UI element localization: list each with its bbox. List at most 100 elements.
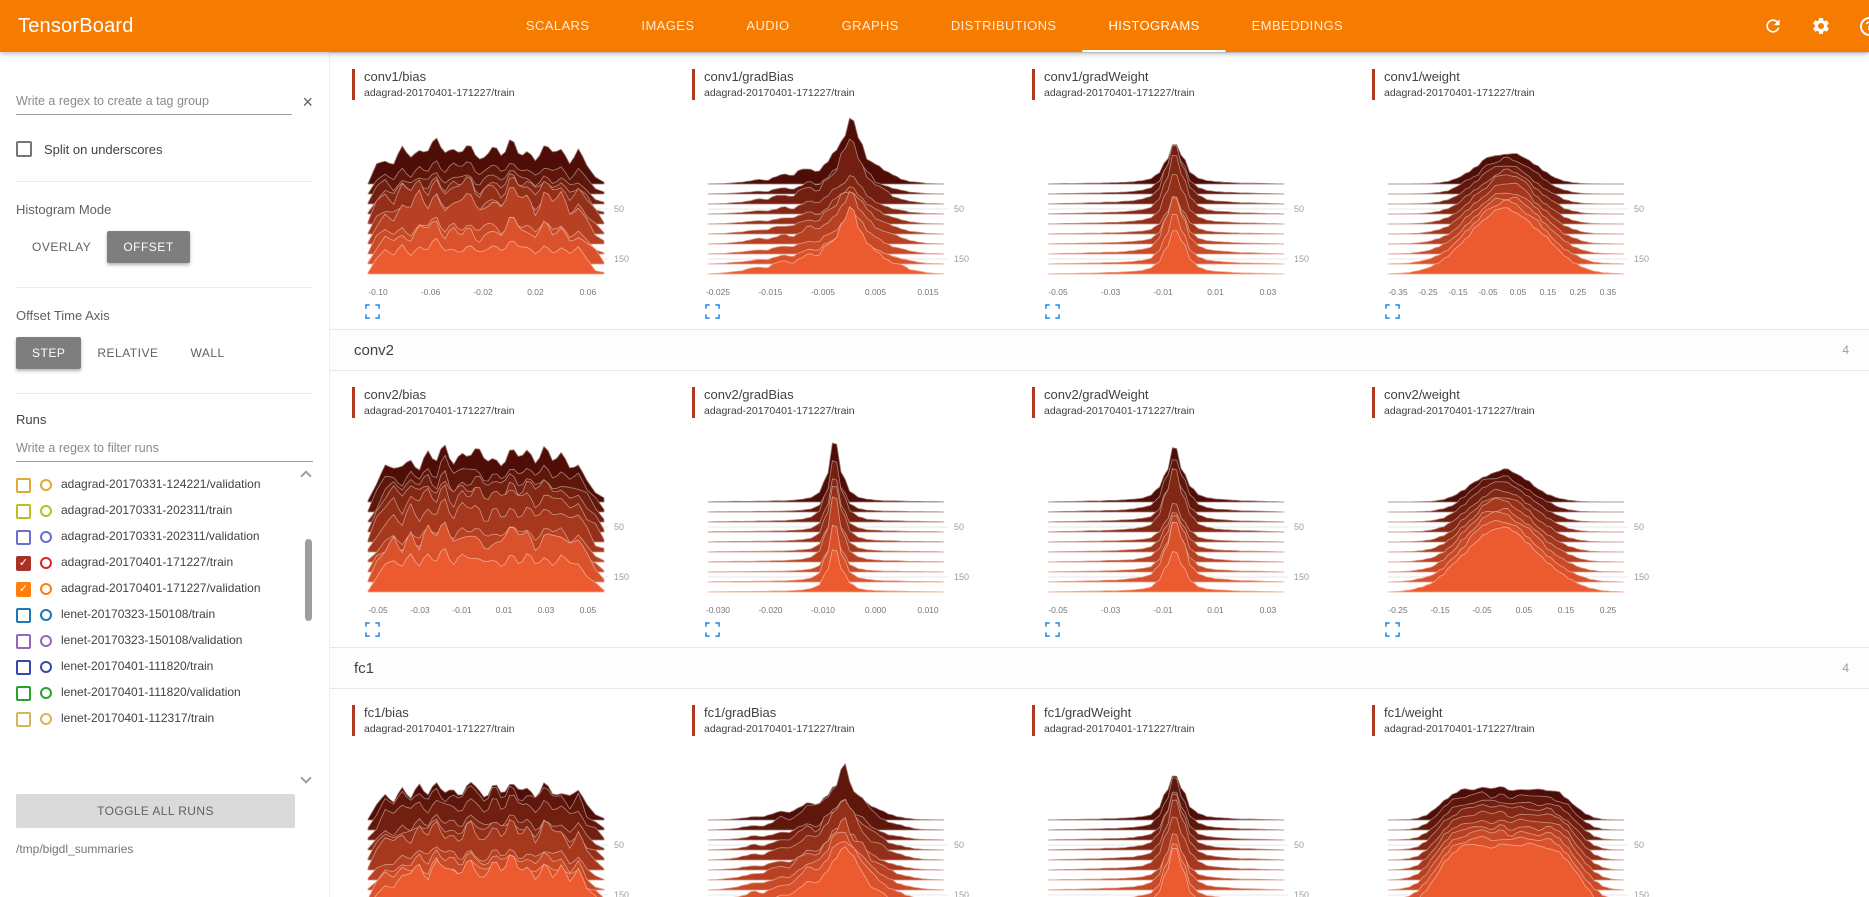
offset-axis-relative[interactable]: RELATIVE [81,337,174,369]
expand-icon[interactable] [365,304,380,319]
svg-text:-0.01: -0.01 [1153,287,1173,297]
section-header-conv2[interactable]: conv2 4 [330,329,1869,371]
tab-audio[interactable]: AUDIO [746,17,790,33]
svg-text:-0.25: -0.25 [1418,287,1438,297]
run-checkbox[interactable]: ✓ [16,582,31,597]
split-underscores-checkbox[interactable]: Split on underscores [16,141,313,182]
chart-title: fc1/weight [1384,705,1443,720]
cards-row-conv2: conv2/bias adagrad-20170401-171227/train 5… [330,371,1869,647]
expand-icon[interactable] [1045,304,1060,319]
expand-icon[interactable] [1385,304,1400,319]
tab-distributions[interactable]: DISTRIBUTIONS [950,17,1057,33]
run-radio-icon[interactable] [40,609,52,621]
tab-graphs[interactable]: GRAPHS [841,17,899,33]
run-radio-icon[interactable] [40,531,52,543]
svg-text:-0.03: -0.03 [410,605,430,615]
scroll-down-icon[interactable] [300,772,312,784]
settings-icon[interactable] [1810,15,1832,37]
run-radio-icon[interactable] [40,713,52,725]
tab-histograms[interactable]: HISTOGRAMS [1082,0,1226,52]
refresh-icon[interactable] [1762,15,1784,37]
run-checkbox[interactable] [16,504,31,519]
run-checkbox[interactable] [16,608,31,623]
checkbox-box-icon[interactable] [16,141,32,157]
tag-regex-input[interactable] [16,90,293,115]
runs-filter-input[interactable] [16,437,313,462]
offset-time-axis-section: Offset Time Axis STEP RELATIVE WALL [16,288,313,394]
histogram-mode-label: Histogram Mode [16,202,112,217]
run-name: lenet-20170323-150108/train [61,607,216,621]
run-checkbox[interactable] [16,478,31,493]
svg-text:0.03: 0.03 [1260,287,1277,297]
expand-icon[interactable] [705,622,720,637]
run-radio-icon[interactable] [40,583,52,595]
scrollbar-thumb[interactable] [305,539,312,621]
run-item[interactable]: adagrad-20170331-202311/validation [16,524,313,550]
run-name: adagrad-20170401-171227/train [61,555,234,569]
histogram-mode-offset[interactable]: OFFSET [107,231,190,263]
run-item[interactable]: lenet-20170323-150108/train [16,602,313,628]
help-icon[interactable]: ? [1858,15,1869,37]
expand-icon[interactable] [1045,622,1060,637]
svg-text:50: 50 [1294,522,1304,532]
runs-scrollbar[interactable] [299,470,313,784]
expand-icon[interactable] [365,622,380,637]
run-item[interactable]: lenet-20170401-111820/validation [16,680,313,706]
expand-icon[interactable] [705,304,720,319]
tab-embeddings[interactable]: EMBEDDINGS [1251,17,1344,33]
run-radio-icon[interactable] [40,479,52,491]
section-count: 4 [1842,661,1849,675]
svg-text:150: 150 [954,572,969,582]
run-checkbox[interactable] [16,530,31,545]
scroll-up-icon[interactable] [300,470,312,482]
svg-text:50: 50 [1294,204,1304,214]
run-radio-icon[interactable] [40,635,52,647]
offset-axis-wall[interactable]: WALL [174,337,240,369]
run-radio-icon[interactable] [40,687,52,699]
expand-icon[interactable] [1385,622,1400,637]
chart-title: conv1/gradWeight [1044,69,1149,84]
run-item[interactable]: adagrad-20170331-124221/validation [16,472,313,498]
svg-text:-0.05: -0.05 [368,605,388,615]
histogram-chart: 50 150 -0.35 -0.25 -0.15 -0.05 0.05 0.15 0.25 0.3… [1387,153,1649,297]
run-name: lenet-20170401-111820/train [61,659,214,673]
tab-scalars[interactable]: SCALARS [525,17,590,33]
svg-text:0.02: 0.02 [527,287,544,297]
chart-header: conv1/gradBias adagrad-20170401-171227/tr… [692,69,1022,100]
run-item[interactable]: lenet-20170323-150108/validation [16,628,313,654]
run-item[interactable]: ✓ adagrad-20170401-171227/train [16,550,313,576]
run-item[interactable]: ✓ adagrad-20170401-171227/validation [16,576,313,602]
run-radio-icon[interactable] [40,661,52,673]
svg-text:150: 150 [1634,254,1649,264]
run-checkbox[interactable] [16,686,31,701]
run-checkbox[interactable] [16,634,31,649]
chart-header: conv2/bias adagrad-20170401-171227/train [352,387,682,418]
svg-text:-0.02: -0.02 [473,287,493,297]
svg-text:-0.020: -0.020 [758,605,782,615]
histogram-mode-toggle: OVERLAY OFFSET [16,231,313,263]
run-radio-icon[interactable] [40,505,52,517]
run-item[interactable]: lenet-20170401-111820/train [16,654,313,680]
close-icon[interactable]: × [302,92,313,112]
histogram-card: fc1/weight adagrad-20170401-171227/train 5… [1372,699,1702,897]
run-checkbox[interactable] [16,712,31,727]
histogram-mode-overlay[interactable]: OVERLAY [16,231,107,263]
run-name: adagrad-20170331-202311/train [61,503,233,517]
section-name: fc1 [354,659,375,677]
run-checkbox[interactable]: ✓ [16,556,31,571]
svg-text:0.03: 0.03 [1260,605,1277,615]
svg-text:0.005: 0.005 [865,287,887,297]
section-header-fc1[interactable]: fc1 4 [330,647,1869,689]
run-name: lenet-20170323-150108/validation [61,633,243,647]
runs-label: Runs [16,412,47,427]
svg-text:50: 50 [954,204,964,214]
svg-text:50: 50 [954,840,964,850]
run-radio-icon[interactable] [40,557,52,569]
offset-axis-step[interactable]: STEP [16,337,82,369]
run-checkbox[interactable] [16,660,31,675]
tab-images[interactable]: IMAGES [641,17,695,33]
svg-text:50: 50 [614,840,624,850]
toggle-all-runs-button[interactable]: TOGGLE ALL RUNS [16,794,295,828]
run-item[interactable]: adagrad-20170331-202311/train [16,498,313,524]
run-item[interactable]: lenet-20170401-112317/train [16,706,313,732]
